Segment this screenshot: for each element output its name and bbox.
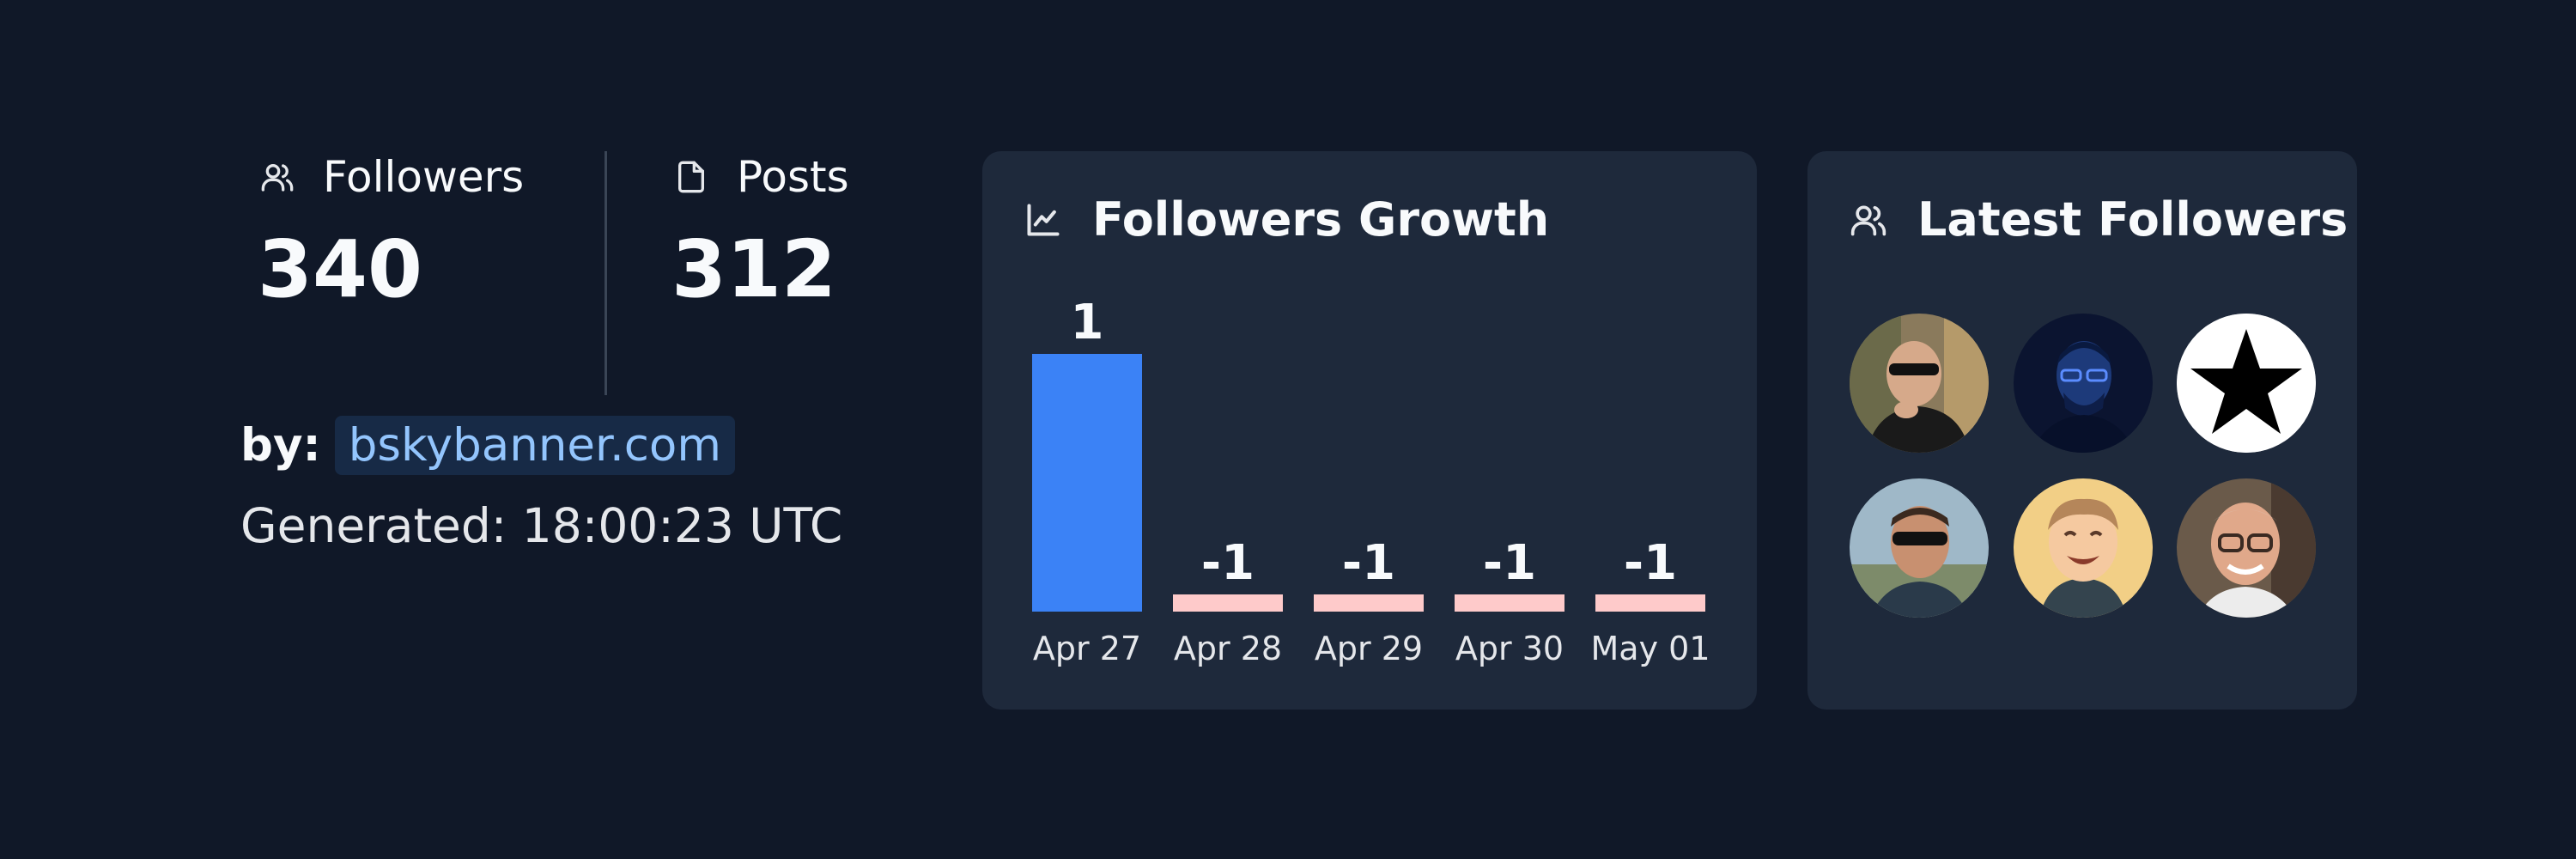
follower-avatar-2[interactable] [2014, 314, 2153, 453]
follower-avatar-3[interactable] [2177, 314, 2316, 453]
byline-prefix: by: [240, 419, 321, 472]
bar-value-label: 1 [1071, 295, 1104, 350]
bar-may-01 [1595, 594, 1705, 612]
x-tick-label: Apr 30 [1455, 630, 1564, 667]
person-sunglasses-photo [1850, 314, 1989, 453]
bar-value-label: -1 [1342, 535, 1395, 591]
person-sunglasses-photo [1850, 478, 1989, 618]
posts-label: Posts [737, 152, 849, 202]
cartoon-person-avatar [2014, 478, 2153, 618]
followers-count: 340 [258, 223, 423, 315]
followers-growth-panel: Followers Growth 1 Apr 27 -1 Apr 28 -1 Apr 29… [982, 151, 1757, 710]
bar-apr-30 [1455, 594, 1564, 612]
byline: by: bskybanner.com [240, 416, 735, 475]
users-icon [258, 157, 297, 197]
followers-stat-header: Followers [258, 151, 524, 203]
latest-followers-header: Latest Followers [1847, 192, 2348, 247]
posts-stat-header: Posts [671, 151, 849, 203]
followers-growth-title: Followers Growth [1092, 192, 1550, 247]
x-tick-label: Apr 28 [1174, 630, 1282, 667]
followers-stat: Followers 340 [258, 151, 524, 309]
follower-avatar-4[interactable] [1850, 478, 1989, 618]
x-tick-label: Apr 27 [1033, 630, 1141, 667]
x-tick-label: Apr 29 [1315, 630, 1423, 667]
bar-value-label: -1 [1624, 535, 1677, 591]
posts-count: 312 [671, 223, 837, 315]
document-icon [671, 157, 711, 197]
stats-divider [605, 151, 607, 395]
followers-growth-chart: 1 Apr 27 -1 Apr 28 -1 Apr 29 -1 Apr 30 -1 May 01 [1032, 295, 1710, 667]
followers-label: Followers [323, 152, 525, 202]
posts-stat: Posts 312 [671, 151, 849, 309]
users-icon [1847, 198, 1890, 241]
star-icon [2177, 314, 2316, 453]
bar-value-label: -1 [1201, 535, 1255, 591]
follower-avatar-6[interactable] [2177, 478, 2316, 618]
person-dark-blue-photo [2014, 314, 2153, 453]
latest-followers-panel: Latest Followers [1807, 151, 2357, 710]
latest-followers-title: Latest Followers [1917, 192, 2348, 247]
followers-growth-header: Followers Growth [1022, 192, 1549, 247]
x-tick-label: May 01 [1591, 630, 1710, 667]
bar-value-label: -1 [1483, 535, 1536, 591]
follower-avatar-5[interactable] [2014, 478, 2153, 618]
follower-avatar-1[interactable] [1850, 314, 1989, 453]
generated-timestamp: Generated: 18:00:23 UTC [240, 498, 843, 553]
bar-apr-29 [1314, 594, 1424, 612]
elderly-person-glasses-photo [2177, 478, 2316, 618]
bar-apr-27 [1032, 354, 1142, 612]
bskybanner-link[interactable]: bskybanner.com [334, 416, 735, 475]
line-chart-icon [1022, 198, 1065, 241]
bar-apr-28 [1173, 594, 1283, 612]
